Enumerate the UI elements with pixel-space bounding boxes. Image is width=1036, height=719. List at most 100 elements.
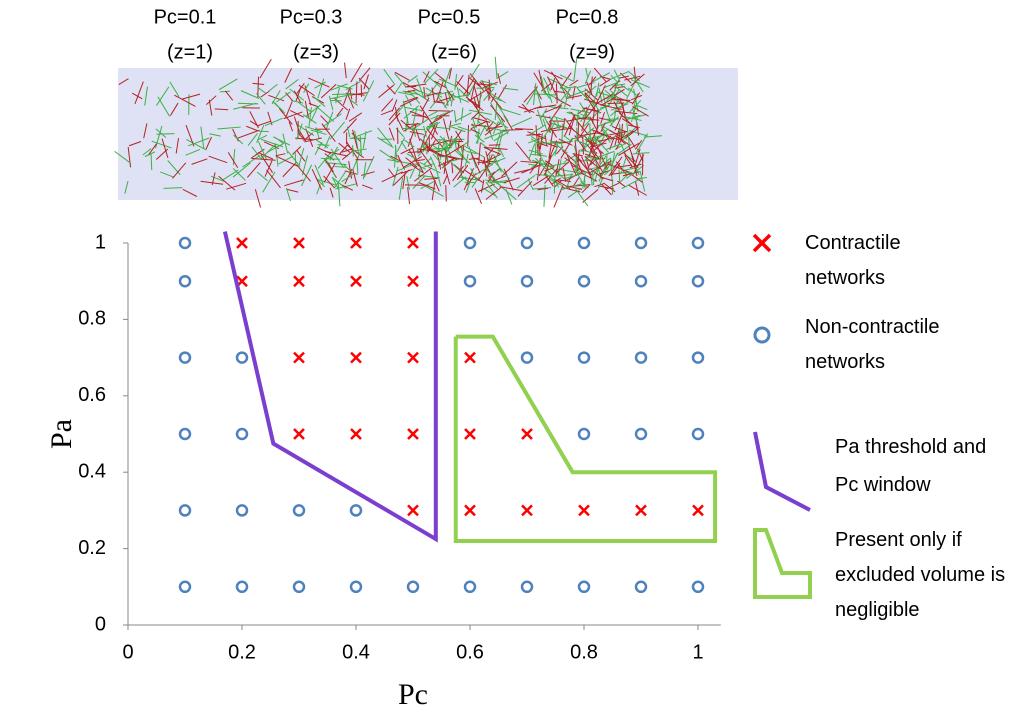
filament <box>445 144 465 157</box>
filament <box>205 136 212 150</box>
filament <box>221 169 239 181</box>
filament <box>143 123 148 139</box>
filament <box>256 125 265 143</box>
filament <box>591 170 595 186</box>
filament <box>394 72 407 88</box>
filament <box>540 76 546 95</box>
filament <box>574 140 578 157</box>
filament <box>609 71 629 81</box>
filament <box>547 177 564 187</box>
filament <box>594 158 604 174</box>
filament <box>439 135 453 149</box>
filament <box>493 131 510 142</box>
non-contractile-point <box>691 427 705 441</box>
x-tick-label: 0 <box>122 641 133 663</box>
filament <box>379 149 399 164</box>
x-axis-label: Pc <box>398 678 428 711</box>
filament <box>582 171 587 189</box>
filament <box>595 85 606 105</box>
filament <box>470 79 476 101</box>
filament <box>296 164 311 182</box>
filament <box>208 99 213 116</box>
filament <box>172 162 187 179</box>
filament <box>572 177 580 187</box>
filament <box>345 108 351 120</box>
filament <box>572 153 583 157</box>
filament <box>532 175 549 186</box>
y-tick-label: 0.2 <box>78 537 106 559</box>
filament <box>285 101 293 118</box>
filament <box>448 92 469 103</box>
filament <box>274 136 284 144</box>
filament <box>474 134 485 143</box>
filament <box>631 92 641 105</box>
non-contractile-point <box>178 274 192 288</box>
filament <box>494 56 498 79</box>
filament <box>610 100 630 117</box>
filament <box>128 141 142 147</box>
filament <box>257 120 271 127</box>
filament <box>632 76 644 93</box>
y-tick-label: 0.6 <box>78 384 106 406</box>
filament <box>592 72 610 83</box>
filament <box>150 153 153 170</box>
filament <box>200 180 224 185</box>
filament <box>564 157 582 171</box>
filament <box>569 79 579 87</box>
filament <box>127 147 132 168</box>
filament <box>603 103 613 127</box>
filament <box>225 90 234 101</box>
filament <box>334 166 347 168</box>
filament <box>301 164 313 187</box>
filament <box>200 126 205 149</box>
legend-label: Non-contractile networks <box>805 316 940 373</box>
filament <box>468 87 490 102</box>
filament <box>448 125 466 133</box>
filament <box>596 121 610 127</box>
filament <box>584 156 601 170</box>
filament <box>412 175 426 189</box>
filament <box>535 125 539 149</box>
filament <box>416 78 424 98</box>
filament <box>501 187 517 201</box>
filament <box>266 142 285 153</box>
filament <box>457 126 472 132</box>
filament <box>495 102 509 122</box>
filament <box>538 69 543 88</box>
filament <box>227 152 239 168</box>
filament <box>500 108 521 116</box>
filament <box>549 123 555 134</box>
filament <box>407 187 411 205</box>
filament <box>586 81 593 95</box>
filament <box>174 94 196 107</box>
filament <box>582 158 606 162</box>
contractile-point <box>350 428 362 440</box>
filament <box>606 143 622 150</box>
filament <box>388 127 395 141</box>
legend-label: Contractile networks <box>805 232 901 289</box>
legend-line <box>753 431 811 512</box>
filament <box>254 189 262 208</box>
filament <box>450 93 455 107</box>
inset-sublabel: (z=3) <box>293 41 339 63</box>
filament <box>419 105 433 124</box>
filament <box>483 88 495 101</box>
filament <box>548 115 561 130</box>
filament <box>156 86 170 106</box>
filament <box>632 106 649 117</box>
filament <box>454 74 458 91</box>
filament <box>585 67 589 79</box>
x-tick-label: 0.2 <box>228 641 256 663</box>
filament <box>539 133 543 150</box>
filament <box>402 156 422 169</box>
filament <box>407 75 418 83</box>
filament <box>321 123 336 142</box>
filament <box>342 87 351 106</box>
filament <box>535 157 553 176</box>
filament <box>296 123 303 140</box>
filament <box>597 178 603 189</box>
non-contractile-point <box>634 351 648 364</box>
filament <box>581 172 598 182</box>
filament <box>560 83 568 99</box>
